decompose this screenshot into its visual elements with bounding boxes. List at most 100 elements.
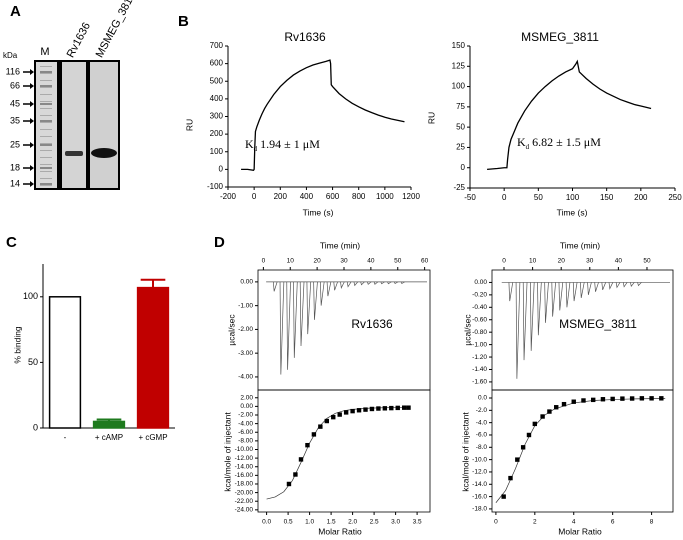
x-tick-label: 200: [634, 193, 648, 202]
panel-letter: C: [6, 234, 17, 251]
protein-band: [91, 148, 117, 158]
injection-peak: [373, 281, 379, 285]
y-tick-label: -18.00: [235, 481, 254, 488]
annotation: MSMEG_3811: [559, 317, 637, 331]
y-tick-label: 2.00: [240, 394, 253, 401]
data-point: [356, 408, 362, 413]
panel-letter: B: [178, 13, 189, 30]
y-tick-label: 0.00: [474, 279, 487, 286]
gel-lane: [36, 62, 57, 188]
injection-peak: [340, 281, 345, 289]
y-tick-label: 700: [210, 41, 224, 50]
ladder-band: [40, 164, 52, 165]
x-axis-label: Molar Ratio: [558, 526, 602, 536]
data-point: [639, 396, 645, 401]
plot-frame: [257, 389, 431, 513]
y-tick-label: -6.0: [476, 432, 488, 439]
data-point: [561, 401, 567, 407]
x-tick-label: 40: [615, 258, 623, 265]
x-tick-label: 200: [274, 192, 288, 201]
data-point: [305, 442, 310, 448]
data-point: [350, 408, 355, 414]
y-tick-label: -25: [453, 183, 465, 192]
ladder-band: [40, 94, 52, 95]
y-tick-label: 0.0: [478, 395, 487, 402]
ladder-band: [40, 71, 52, 73]
data-point: [520, 445, 526, 450]
gel-lane: [90, 62, 118, 188]
injection-peak: [608, 282, 614, 290]
lane-label: MSMEG_3811: [94, 0, 138, 60]
marker-label: 18: [10, 162, 20, 172]
lane-label: Rv1636: [65, 21, 93, 60]
x-tick-label: 0.0: [262, 519, 271, 526]
marker-arrowhead: [30, 142, 34, 148]
y-tick-label: -0.20: [472, 292, 487, 299]
x-tick-label: 400: [300, 192, 314, 201]
y-tick-label: -1.00: [238, 302, 253, 309]
y-tick-label: -2.0: [476, 407, 488, 414]
y-tick-label: -100: [207, 182, 224, 191]
y-tick-label: -3.00: [238, 350, 253, 357]
ladder-band: [40, 85, 52, 87]
x-tick-label: -200: [220, 192, 237, 201]
y-tick-label: -16.00: [235, 472, 254, 479]
x-tick-label: 60: [421, 258, 429, 265]
y-tick-label: 100: [210, 147, 224, 156]
x-axis-label: Time (s): [303, 207, 334, 217]
annotation-subscript: d: [254, 145, 258, 153]
data-point: [331, 414, 336, 420]
x-tick-label: 1.0: [305, 519, 314, 526]
y-tick-label: -0.60: [472, 316, 487, 323]
y-tick-label: 400: [210, 94, 224, 103]
y-tick-label: -1.60: [472, 379, 487, 386]
injection-peak: [380, 281, 385, 285]
plot-frame: [491, 389, 674, 513]
panel-letter: D: [214, 234, 225, 251]
y-tick-label: 300: [210, 112, 224, 121]
y-tick-label: -10.0: [472, 456, 487, 463]
annotation-value: 6.82 ± 1.5 μM: [529, 135, 601, 149]
y-tick-label: -20.00: [235, 489, 254, 496]
y-tick-label: 0: [33, 422, 38, 432]
marker-label: 45: [10, 98, 20, 108]
ladder-band: [40, 80, 52, 81]
injection-peak: [299, 281, 305, 347]
data-point: [526, 432, 532, 438]
data-point: [363, 407, 368, 412]
data-point: [293, 472, 298, 477]
y-tick-label: 100: [452, 82, 466, 91]
x-tick-label: 150: [600, 193, 614, 202]
y-axis-label: % binding: [12, 326, 22, 364]
marker-arrowhead: [30, 165, 34, 171]
injection-peak: [594, 282, 599, 292]
lane-label: M: [40, 46, 49, 58]
data-point: [620, 396, 625, 401]
x-tick-label: 600: [326, 192, 340, 201]
injection-peak: [272, 281, 278, 292]
injection-peak: [615, 282, 621, 289]
y-axis-label: µcal/sec: [462, 314, 472, 346]
ladder-band: [40, 101, 52, 102]
y-tick-label: -0.80: [472, 329, 487, 336]
data-point: [554, 405, 559, 410]
injection-peak: [306, 281, 312, 335]
x-tick-label: 20: [558, 258, 566, 265]
data-point: [343, 410, 349, 415]
x-tick-label: 800: [352, 192, 366, 201]
x-tick-label: 50: [643, 258, 651, 265]
data-point: [649, 396, 654, 401]
annotation-subscript: d: [526, 143, 530, 151]
data-point: [540, 414, 545, 419]
x-axis-label: Time (min): [320, 240, 360, 250]
ladder-band: [40, 157, 52, 158]
data-point: [547, 409, 552, 414]
ladder-band: [40, 150, 52, 151]
injection-peak: [622, 282, 628, 288]
y-tick-label: -18.0: [472, 506, 487, 513]
data-point: [532, 421, 538, 427]
injection-peak: [400, 281, 405, 285]
injection-peak: [326, 281, 332, 297]
data-point: [318, 424, 323, 429]
injection-peak: [558, 282, 564, 311]
